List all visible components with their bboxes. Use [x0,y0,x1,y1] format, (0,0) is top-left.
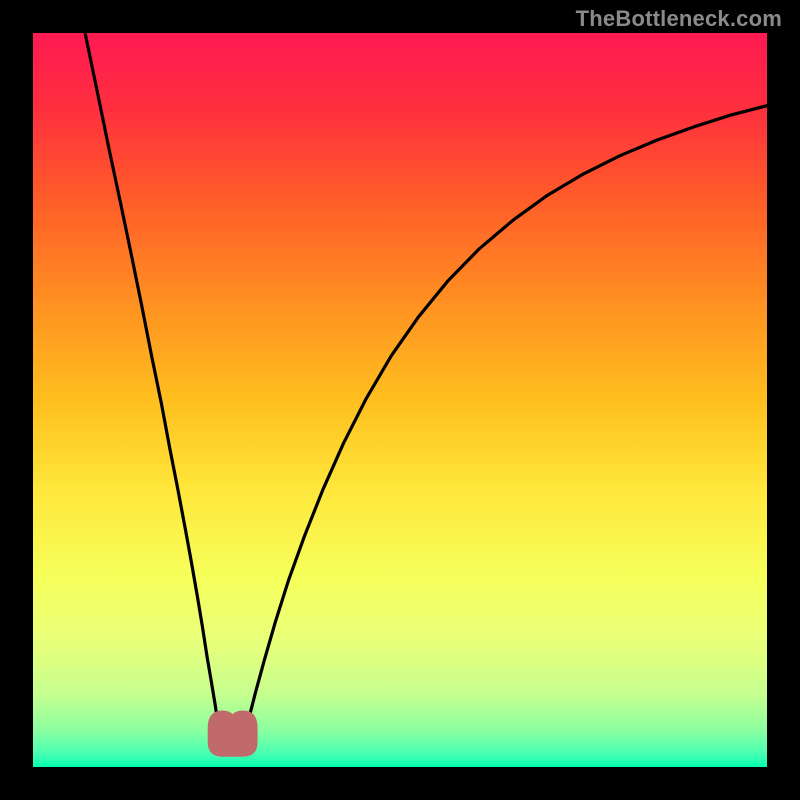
bottleneck-curve-chart [33,33,767,767]
watermark-label: TheBottleneck.com [576,6,782,32]
gradient-background [33,33,767,767]
bottom-u-marker [208,710,258,756]
plot-area [33,33,767,767]
